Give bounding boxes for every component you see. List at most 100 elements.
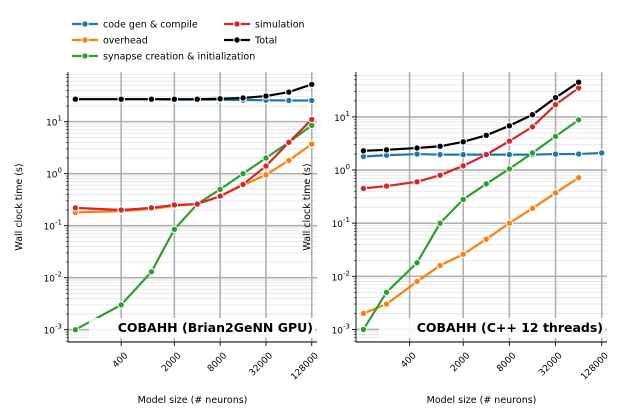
x-tick-label: 2000 [160, 351, 183, 374]
data-point [216, 95, 224, 103]
data-point [382, 300, 391, 308]
data-point [308, 140, 316, 148]
legend: code gen & compile overhead synapse creati… [72, 20, 305, 63]
data-point [147, 268, 156, 276]
data-point [147, 95, 156, 103]
y-tick-label: 100 [46, 167, 62, 181]
panel-gpu: 10-3 10-2 10-1 100 101 400 2000 8000 32000 128000… [14, 72, 321, 406]
data-point [505, 150, 514, 159]
data-point [262, 162, 270, 170]
x-tick-label: 32000 [248, 351, 276, 379]
data-point [574, 150, 583, 158]
data-point [117, 206, 125, 214]
x-tick-label: 2000 [449, 351, 472, 374]
data-point [436, 142, 444, 150]
data-point [528, 204, 537, 213]
panel-title-backdrop [89, 318, 315, 338]
data-point [413, 277, 421, 286]
data-point [436, 150, 444, 159]
data-point [117, 95, 125, 103]
data-point [413, 178, 421, 186]
legend-swatch-marker [81, 52, 89, 60]
data-point [285, 156, 293, 165]
x-axis-label: Model size (# neurons) [427, 395, 537, 406]
legend-swatch-marker [233, 36, 241, 44]
data-point [170, 225, 179, 234]
data-point [482, 235, 490, 243]
data-point [193, 200, 201, 208]
data-point [574, 78, 583, 86]
legend-swatch-marker [81, 20, 89, 28]
data-point [308, 96, 316, 105]
data-point [147, 204, 156, 212]
data-point [574, 116, 583, 124]
data-point [459, 250, 467, 258]
data-point [528, 111, 537, 119]
y-axis-label: Wall clock time (s) [14, 163, 25, 250]
series-line [363, 81, 580, 152]
series-line [75, 83, 313, 101]
series-line [75, 118, 313, 212]
data-point [193, 95, 201, 103]
data-point [308, 80, 316, 89]
data-point [413, 259, 421, 267]
y-tick-label: 100 [334, 163, 350, 177]
data-point [482, 131, 490, 140]
y-tick-label: 10-1 [332, 216, 350, 230]
data-point [598, 149, 606, 157]
x-tick-label: 400 [111, 351, 130, 370]
series-line [363, 87, 580, 190]
data-point [528, 123, 537, 131]
series-line [74, 124, 313, 331]
data-point [436, 261, 444, 270]
panel-cpp: 10-3 10-2 10-1 100 101 400 2000 8000 32000 128000… [302, 72, 611, 406]
data-point [285, 96, 293, 105]
data-point [528, 149, 537, 157]
x-tick-label: 128000 [579, 351, 611, 383]
legend-entry-label: synapse creation & initialization [103, 52, 255, 63]
x-axis-label: Model size (# neurons) [138, 395, 248, 406]
x-tick-label: 8000 [206, 351, 229, 374]
y-axis-label: Wall clock time (s) [302, 163, 313, 250]
data-point [262, 171, 270, 179]
legend-swatch-marker [81, 36, 89, 44]
data-point [216, 185, 224, 194]
data-point [482, 180, 490, 188]
data-point [262, 92, 270, 100]
data-point [359, 309, 368, 318]
data-point [505, 165, 514, 173]
data-point [382, 182, 391, 190]
data-point [551, 93, 560, 102]
data-point [285, 88, 293, 96]
data-point [482, 150, 490, 159]
y-tick-label: 10-3 [332, 322, 350, 336]
legend-entry-label: simulation [255, 20, 305, 31]
x-tick-label: 128000 [289, 351, 321, 383]
data-point [359, 325, 368, 334]
legend-entry-label: code gen & compile [103, 20, 198, 31]
data-point [551, 132, 560, 141]
data-point [71, 95, 80, 103]
y-tick-label: 10-2 [332, 269, 350, 283]
data-point [459, 138, 467, 146]
x-tick-label: 400 [399, 351, 418, 370]
data-point [459, 195, 467, 204]
series-line [363, 176, 580, 315]
data-point [459, 162, 467, 170]
y-tick-label: 101 [46, 115, 62, 129]
data-point [505, 122, 514, 130]
legend-swatch-marker [233, 20, 241, 28]
data-point [239, 169, 247, 178]
legend-entry-label: Total [254, 36, 277, 47]
data-point [436, 219, 444, 227]
data-point [459, 150, 467, 159]
data-point [216, 192, 224, 200]
data-point [285, 138, 293, 147]
data-point [551, 100, 560, 109]
data-point [239, 180, 247, 189]
panel-title: COBAHH (C++ 12 threads) [417, 320, 603, 335]
series-line [362, 118, 580, 331]
data-point [170, 201, 179, 209]
data-point [71, 325, 80, 334]
